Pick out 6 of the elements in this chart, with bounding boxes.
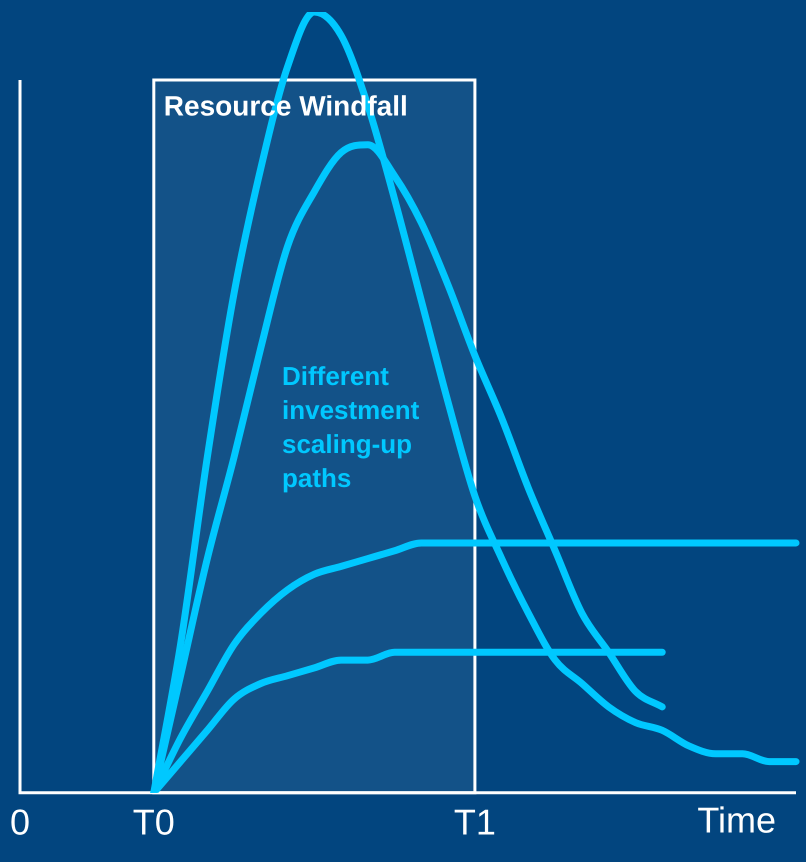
x-axis-title: Time xyxy=(697,800,776,841)
band-label: Resource Windfall xyxy=(164,90,408,122)
x-tick-label: 0 xyxy=(10,801,30,842)
x-tick-label: T0 xyxy=(132,801,175,842)
annotation: Different investment scaling-up paths xyxy=(282,361,420,494)
x-tick-label: T1 xyxy=(454,801,496,842)
